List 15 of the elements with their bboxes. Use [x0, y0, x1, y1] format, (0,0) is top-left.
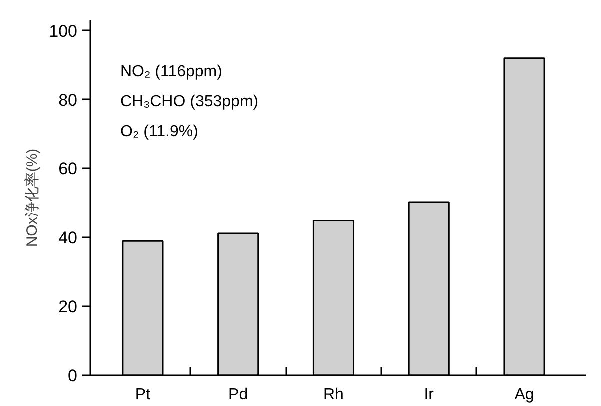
y-tick-label: 0 — [68, 366, 78, 386]
x-tick-label: Ag — [514, 386, 534, 404]
annotation: NO₂ (116ppm) — [120, 64, 222, 80]
x-tick-label: Rh — [324, 386, 344, 404]
y-tick-label: 80 — [58, 90, 78, 110]
y-tick-label: 100 — [49, 22, 78, 41]
x-tick-label: Ir — [424, 386, 435, 404]
annotation: O₂ (11.9%) — [120, 124, 198, 140]
y-tick-label: 40 — [58, 228, 78, 248]
y-tick-label: 20 — [58, 298, 78, 317]
y-tick-label: 60 — [58, 160, 78, 179]
x-tick-label: Pt — [135, 386, 152, 404]
x-tick-label: Pd — [228, 386, 248, 404]
y-axis-title: NOx浄化率(%) — [24, 148, 42, 248]
annotation: CH₃CHO (353ppm) — [120, 94, 259, 110]
